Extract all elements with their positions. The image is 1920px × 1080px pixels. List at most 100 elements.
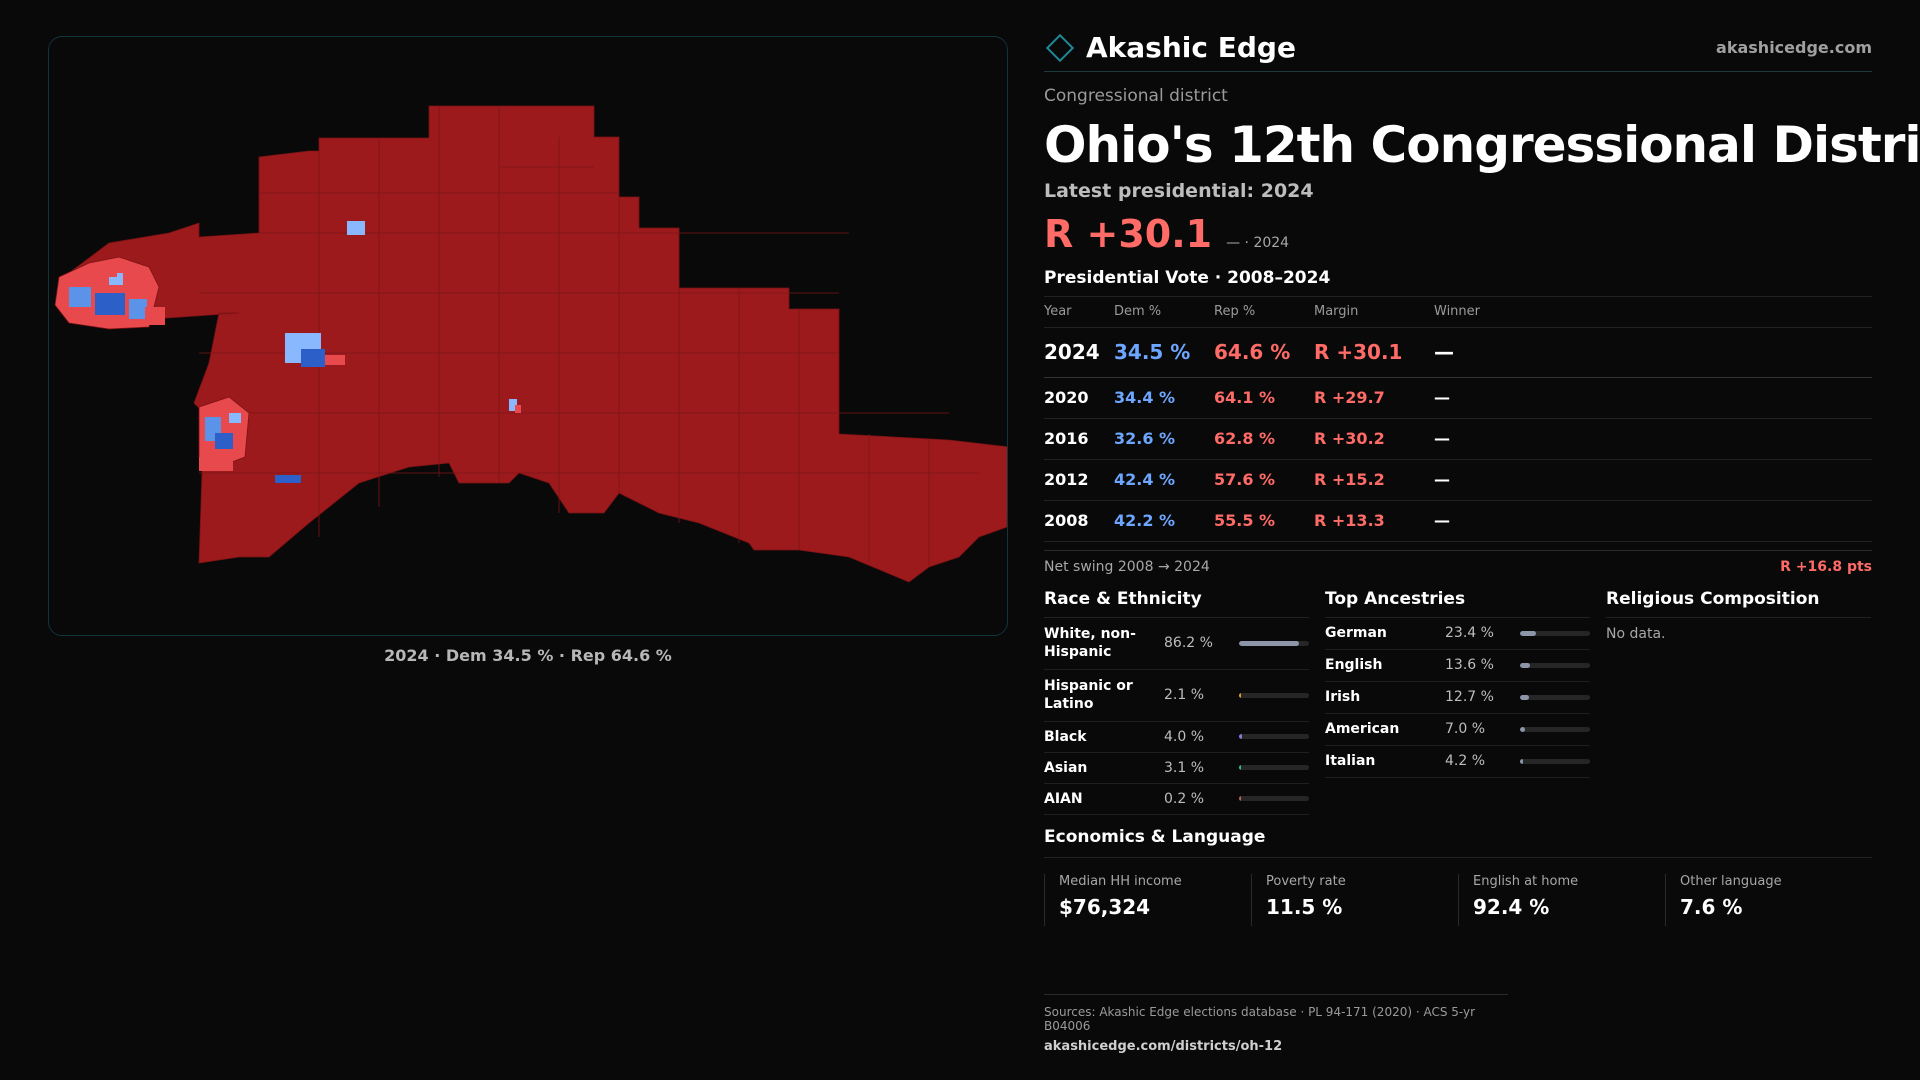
col-winner: Winner bbox=[1434, 297, 1872, 328]
ancestry-bar-fill bbox=[1520, 758, 1523, 764]
page-title: Ohio's 12th Congressional District bbox=[1044, 116, 1920, 174]
religious-composition: Religious Composition No data. bbox=[1606, 589, 1871, 815]
presidential-table: Year Dem % Rep % Margin Winner 2024 34.5… bbox=[1044, 297, 1872, 542]
row-margin: R +30.2 bbox=[1314, 418, 1434, 460]
row-rep: 55.5 % bbox=[1214, 500, 1314, 542]
brand[interactable]: Akashic Edge bbox=[1044, 31, 1296, 64]
econ-value: 7.6 % bbox=[1680, 894, 1743, 919]
race-bar bbox=[1239, 640, 1309, 646]
col-dem: Dem % bbox=[1114, 297, 1214, 328]
net-swing-value: R +16.8 pts bbox=[1780, 558, 1872, 575]
row-winner: — bbox=[1434, 500, 1872, 542]
top-ancestries: Top Ancestries German 23.4 % English 13.… bbox=[1325, 589, 1590, 815]
econ-item-other-language: Other language 7.6 % bbox=[1665, 873, 1872, 926]
ancestry-label: German bbox=[1325, 625, 1387, 641]
precinct-dem[interactable] bbox=[229, 413, 241, 423]
row-margin: R +29.7 bbox=[1314, 377, 1434, 419]
net-swing-label: Net swing 2008 → 2024 bbox=[1044, 558, 1210, 575]
race-bar-fill bbox=[1239, 734, 1242, 739]
district-map[interactable] bbox=[48, 36, 1008, 636]
race-row: Black 4.0 % bbox=[1044, 722, 1309, 753]
row-year: 2012 bbox=[1044, 459, 1114, 501]
row-winner: — bbox=[1434, 377, 1872, 419]
race-row: AIAN 0.2 % bbox=[1044, 784, 1309, 815]
econ-value: 92.4 % bbox=[1473, 894, 1550, 919]
econ-item-income: Median HH income $76,324 bbox=[1044, 873, 1251, 926]
district-permalink[interactable]: akashicedge.com/districts/oh-12 bbox=[1044, 1039, 1283, 1054]
sources-footer: Sources: Akashic Edge elections database… bbox=[1044, 994, 1508, 1054]
latest-margin-sub: — · 2024 bbox=[1226, 235, 1290, 251]
race-bar bbox=[1239, 796, 1309, 801]
ancestry-row: English 13.6 % bbox=[1325, 650, 1590, 682]
row-dem: 42.4 % bbox=[1114, 459, 1214, 501]
row-winner: — bbox=[1434, 459, 1872, 501]
ancestry-value: 7.0 % bbox=[1445, 721, 1486, 737]
col-year: Year bbox=[1044, 297, 1114, 328]
latest-margin-row: R +30.1 — · 2024 bbox=[1044, 212, 1872, 256]
ancestries-heading: Top Ancestries bbox=[1325, 589, 1590, 618]
race-value: 3.1 % bbox=[1164, 759, 1205, 776]
row-rep: 64.1 % bbox=[1214, 377, 1314, 419]
row-dem: 34.4 % bbox=[1114, 377, 1214, 419]
table-row: 2024 34.5 % 64.6 % R +30.1 — bbox=[1044, 327, 1872, 378]
race-label: Asian bbox=[1044, 759, 1088, 776]
precinct-dem[interactable] bbox=[69, 287, 91, 307]
econ-value: 11.5 % bbox=[1266, 894, 1343, 919]
demographics-columns: Race & Ethnicity White, non-Hispanic 86.… bbox=[1044, 589, 1872, 815]
brand-name: Akashic Edge bbox=[1086, 31, 1296, 64]
race-label: AIAN bbox=[1044, 790, 1083, 807]
ancestry-row: Italian 4.2 % bbox=[1325, 746, 1590, 778]
row-year: 2008 bbox=[1044, 500, 1114, 542]
race-bar bbox=[1239, 692, 1309, 698]
col-margin: Margin bbox=[1314, 297, 1434, 328]
econ-label: Other language bbox=[1680, 873, 1782, 889]
econ-item-english: English at home 92.4 % bbox=[1458, 873, 1665, 926]
row-year: 2024 bbox=[1044, 327, 1114, 378]
race-bar-fill bbox=[1239, 765, 1242, 770]
table-row: 2012 42.4 % 57.6 % R +15.2 — bbox=[1044, 459, 1872, 501]
row-winner: — bbox=[1434, 327, 1872, 378]
sources-line: Sources: Akashic Edge elections database… bbox=[1044, 1005, 1476, 1033]
latest-presidential-label: Latest presidential: 2024 bbox=[1044, 180, 1314, 202]
row-winner: — bbox=[1434, 418, 1872, 460]
precinct-rep[interactable] bbox=[99, 263, 117, 277]
row-rep: 64.6 % bbox=[1214, 327, 1314, 378]
district-map-svg bbox=[54, 105, 1008, 583]
ancestry-bar bbox=[1520, 694, 1590, 700]
race-label: White, non-Hispanic bbox=[1044, 626, 1136, 660]
precinct-rep[interactable] bbox=[515, 405, 521, 413]
precinct-dem[interactable] bbox=[347, 221, 365, 235]
precinct-dem[interactable] bbox=[301, 349, 325, 367]
map-caption: 2024 · Dem 34.5 % · Rep 64.6 % bbox=[384, 646, 672, 665]
precinct-dem[interactable] bbox=[275, 475, 301, 483]
race-row: Asian 3.1 % bbox=[1044, 753, 1309, 784]
ancestry-bar bbox=[1520, 758, 1590, 764]
ancestry-row: Irish 12.7 % bbox=[1325, 682, 1590, 714]
precinct-dem[interactable] bbox=[215, 433, 233, 449]
precinct-rep[interactable] bbox=[325, 355, 345, 365]
ancestry-bar bbox=[1520, 726, 1590, 732]
col-rep: Rep % bbox=[1214, 297, 1314, 328]
race-value: 86.2 % bbox=[1164, 635, 1213, 651]
precinct-dem[interactable] bbox=[95, 293, 125, 315]
precinct-dem[interactable] bbox=[129, 299, 147, 319]
precinct-rep[interactable] bbox=[145, 307, 165, 325]
site-link[interactable]: akashicedge.com bbox=[1716, 38, 1872, 57]
table-row: 2016 32.6 % 62.8 % R +30.2 — bbox=[1044, 418, 1872, 460]
net-swing: Net swing 2008 → 2024 R +16.8 pts bbox=[1044, 549, 1872, 575]
brand-header: Akashic Edge akashicedge.com bbox=[1044, 30, 1872, 72]
ancestry-value: 12.7 % bbox=[1445, 689, 1494, 705]
detail-panel: Akashic Edge akashicedge.com Congression… bbox=[1044, 30, 1920, 926]
row-rep: 57.6 % bbox=[1214, 459, 1314, 501]
ancestry-value: 13.6 % bbox=[1445, 657, 1494, 673]
precinct-dem[interactable] bbox=[509, 399, 517, 411]
district-boundary[interactable] bbox=[58, 105, 1008, 583]
row-margin: R +13.3 bbox=[1314, 500, 1434, 542]
row-margin: R +15.2 bbox=[1314, 459, 1434, 501]
economics-stats: Median HH income $76,324 Poverty rate 11… bbox=[1044, 873, 1872, 926]
race-bar bbox=[1239, 734, 1309, 739]
presidential-heading: Presidential Vote · 2008–2024 bbox=[1044, 268, 1872, 297]
precinct-rep[interactable] bbox=[199, 457, 233, 471]
row-margin: R +30.1 bbox=[1314, 327, 1434, 378]
